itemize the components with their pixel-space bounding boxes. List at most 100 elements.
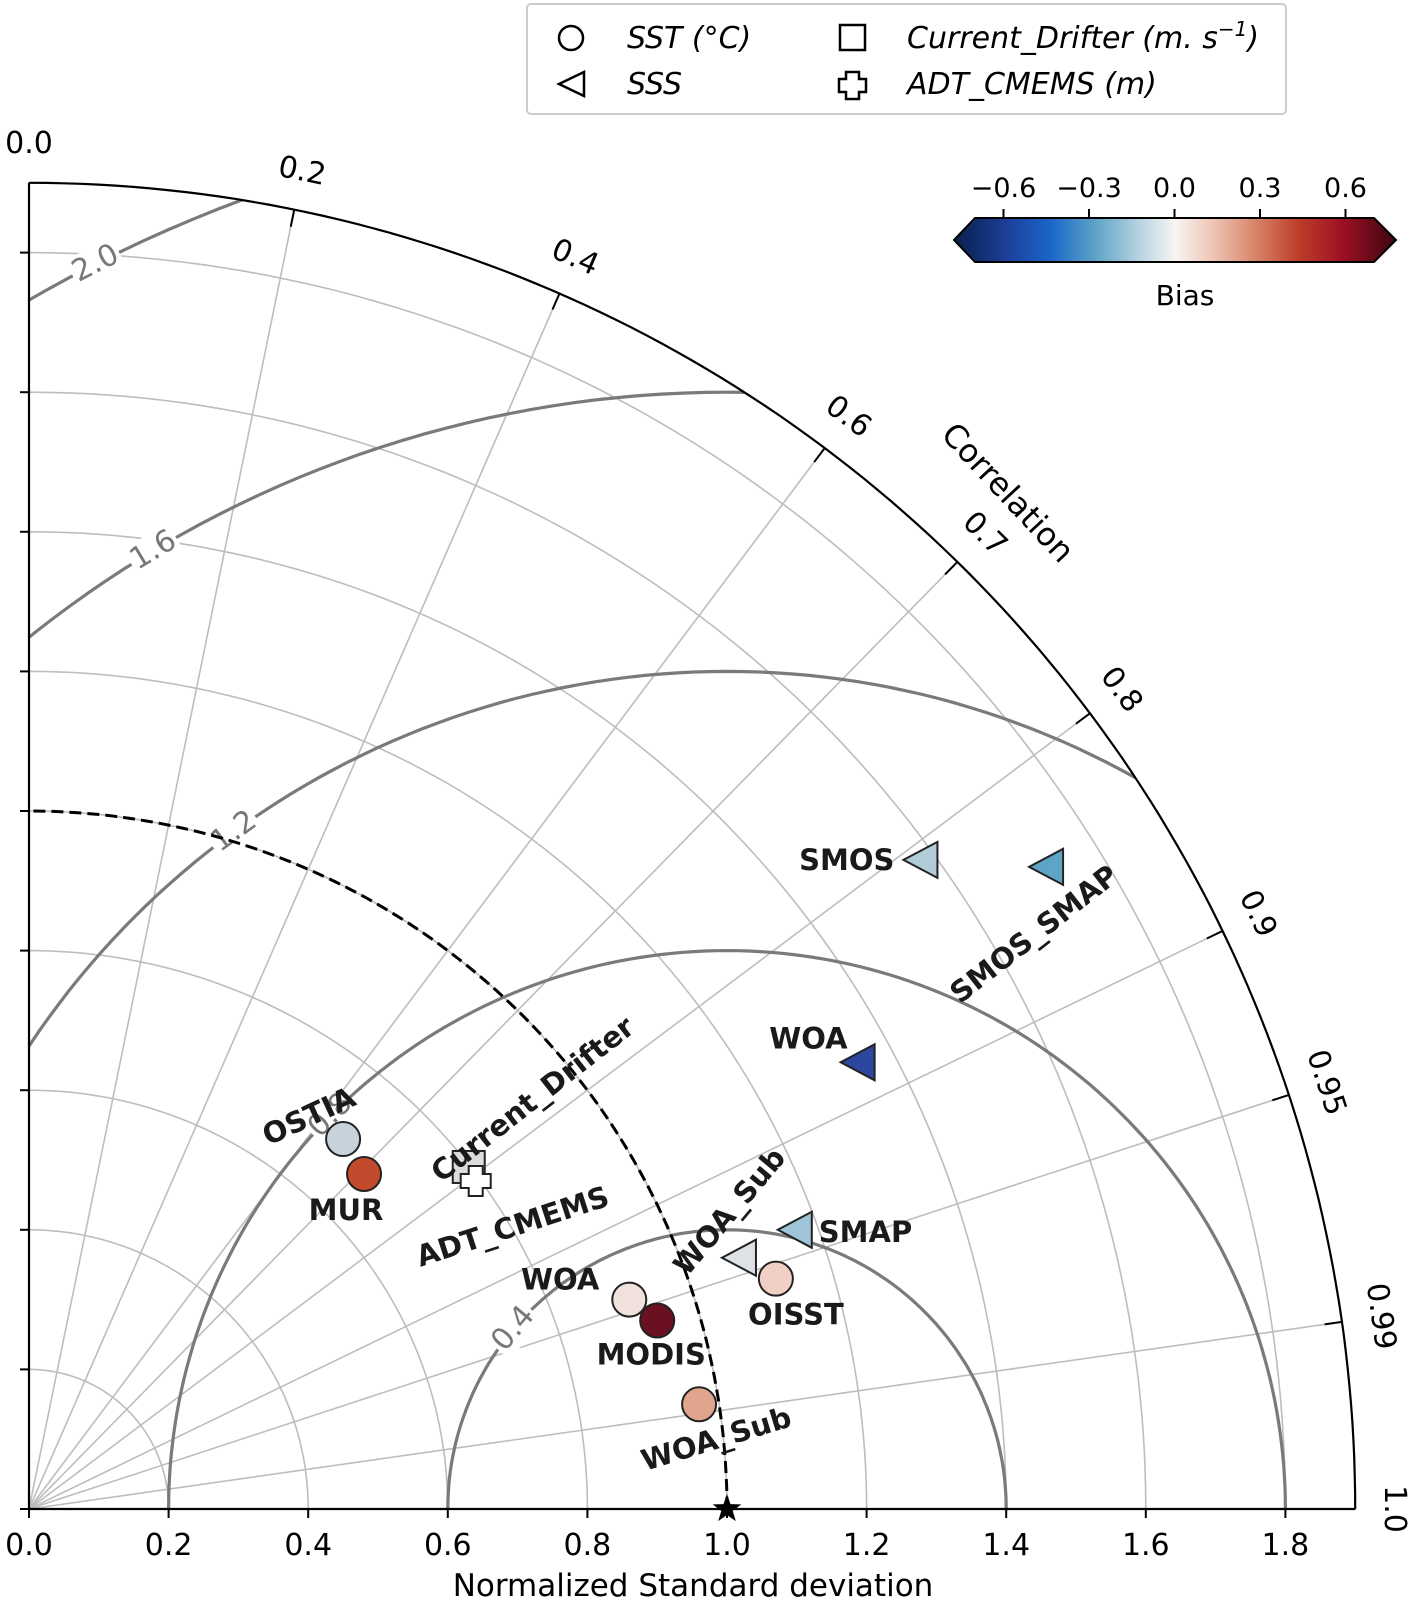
correlation-tick-label: 0.8 bbox=[1093, 660, 1150, 719]
rms-contour bbox=[446, 1228, 1008, 1509]
correlation-tick-label: 0.99 bbox=[1359, 1281, 1403, 1352]
legend-box bbox=[526, 3, 1287, 115]
point-modis-sst bbox=[639, 1302, 676, 1339]
correlation-tick bbox=[1075, 712, 1091, 725]
colorbar-body bbox=[952, 217, 1398, 263]
colorbar-tick-label: −0.6 bbox=[971, 173, 1037, 204]
legend: SST (°C) Current_Drifter (m. s−1) SSS AD… bbox=[526, 3, 1287, 115]
x-tick-label: 1.0 bbox=[703, 1528, 751, 1563]
std-gridline bbox=[29, 1229, 309, 1509]
correlation-tick bbox=[944, 561, 959, 576]
legend-entry-current-drifter: Current_Drifter (m. s−1) bbox=[907, 17, 1259, 56]
legend-entry-sss: SSS bbox=[627, 67, 682, 102]
reference-layer bbox=[28, 809, 742, 1522]
colorbar-tick-label: 0.0 bbox=[1153, 173, 1196, 204]
std-gridline bbox=[29, 1368, 170, 1509]
x-tick-label: 0.2 bbox=[145, 1528, 193, 1563]
point-adt-cmems-adt bbox=[459, 1164, 492, 1197]
rms-contour-label: 1.2 bbox=[204, 803, 263, 859]
correlation-gridline bbox=[29, 930, 1223, 1509]
reference-star bbox=[712, 1494, 742, 1522]
x-axis-label: Normalized Standard deviation bbox=[453, 1568, 934, 1604]
correlation-tick bbox=[289, 209, 296, 227]
x-tick-label: 0.0 bbox=[5, 1528, 53, 1563]
std-gridline bbox=[29, 391, 1147, 1509]
point-woa-sst-label: WOA bbox=[521, 1263, 600, 1297]
rms-contour bbox=[29, 390, 1356, 1509]
point-oisst-sst-label: OISST bbox=[748, 1298, 844, 1332]
point-woa-sub-sst bbox=[681, 1386, 718, 1423]
correlation-gridline bbox=[29, 293, 561, 1509]
x-tick-label: 1.2 bbox=[843, 1528, 891, 1563]
point-smos-smap-sss-label: SMOS_SMAP bbox=[943, 858, 1124, 1010]
point-current-drifter-current-label: Current_Drifter bbox=[424, 1009, 641, 1189]
rms-contour-label-bg bbox=[300, 1085, 362, 1147]
x-tick-label: 0.6 bbox=[424, 1528, 472, 1563]
legend-entry-sst: SST (°C) bbox=[627, 21, 751, 56]
rms-contour-label-bg bbox=[203, 802, 266, 861]
correlation-axis-label: Correlation bbox=[934, 415, 1082, 570]
rms-contour-label-bg bbox=[122, 522, 185, 579]
rms-contour-label: 1.6 bbox=[124, 523, 183, 578]
point-smap-sss bbox=[775, 1210, 813, 1250]
point-oisst-sst bbox=[757, 1260, 794, 1297]
legend-circle-icon bbox=[557, 24, 585, 52]
std-gridline bbox=[29, 251, 1287, 1509]
colorbar-tick-label: 0.6 bbox=[1324, 173, 1367, 204]
point-woa-sst bbox=[611, 1281, 648, 1318]
x-tick-label: 1.4 bbox=[982, 1528, 1030, 1563]
point-woa-sss-label: WOA bbox=[769, 1021, 848, 1055]
colorbar-tick-label: −0.3 bbox=[1056, 173, 1122, 204]
correlation-gridline bbox=[29, 712, 1091, 1509]
rms-contour-label-bg bbox=[64, 236, 127, 291]
rms-layer: 0.4 0.8 1.2 1.6 2.0 bbox=[29, 182, 1356, 1509]
rms-contour-label-bg bbox=[483, 1297, 544, 1360]
x-tick-label: 1.8 bbox=[1262, 1528, 1310, 1563]
rms-contour-label: 2.0 bbox=[66, 237, 124, 290]
legend-entry-adt-cmems: ADT_CMEMS (m) bbox=[905, 67, 1157, 102]
rms-contour-label-group: 2.0 bbox=[64, 236, 127, 291]
colorbar-label: Bias bbox=[1156, 279, 1215, 312]
correlation-tick-label: 0.4 bbox=[546, 232, 604, 283]
rms-contour bbox=[167, 948, 1287, 1509]
legend-triangle-icon bbox=[556, 70, 586, 98]
correlation-tick bbox=[1272, 1093, 1290, 1102]
correlation-tick-label: 0.0 bbox=[5, 126, 53, 161]
correlation-tick-label: 0.2 bbox=[275, 149, 329, 193]
correlation-tick-label: 0.95 bbox=[1299, 1045, 1353, 1119]
x-tick-label: 0.8 bbox=[564, 1528, 612, 1563]
point-adt-cmems-adt-label: ADT_CMEMS bbox=[412, 1179, 613, 1273]
legend-plus-icon bbox=[837, 70, 868, 101]
point-woa-sss bbox=[838, 1042, 876, 1082]
legend-suffix: ) bbox=[1245, 21, 1259, 56]
correlation-tick-label: 1.0 bbox=[1377, 1485, 1412, 1533]
point-modis-sst-label: MODIS bbox=[597, 1338, 706, 1372]
correlation-gridline bbox=[29, 447, 826, 1509]
point-ostia-sst bbox=[325, 1121, 362, 1158]
point-mur-sst-label: MUR bbox=[309, 1193, 384, 1227]
axes-layer: 0.00.20.40.60.70.80.90.950.991.00.0 0.2 0.… bbox=[5, 126, 1412, 1563]
correlation-tick-label: 0.6 bbox=[819, 388, 878, 445]
point-smap-sss-label: SMAP bbox=[819, 1215, 912, 1249]
grid-layer bbox=[29, 209, 1343, 1509]
colorbar-tick-label: 0.3 bbox=[1239, 173, 1282, 204]
correlation-tick-label: 0.9 bbox=[1232, 885, 1284, 943]
std-gridline bbox=[29, 1089, 449, 1509]
x-tick-label: 0.4 bbox=[284, 1528, 332, 1563]
std-gridline bbox=[29, 670, 868, 1509]
legend-superscript: −1 bbox=[1218, 17, 1247, 41]
point-mur-sst bbox=[346, 1155, 383, 1192]
std-gridline bbox=[29, 949, 589, 1509]
point-woa-sub-sss bbox=[719, 1238, 757, 1278]
colorbar: Bias −0.6 −0.3 0.0 0.3 0.6 bbox=[952, 173, 1398, 312]
std-gridline bbox=[29, 531, 1007, 1509]
x-tick-label: 1.6 bbox=[1122, 1528, 1170, 1563]
correlation-tick bbox=[551, 293, 561, 310]
correlation-tick bbox=[1324, 1320, 1343, 1326]
rms-contour-label-group: 1.6 bbox=[122, 522, 185, 579]
reference-std-arc bbox=[28, 809, 729, 1510]
point-smos-sss-label: SMOS bbox=[799, 843, 894, 877]
correlation-gridline bbox=[29, 209, 296, 1509]
